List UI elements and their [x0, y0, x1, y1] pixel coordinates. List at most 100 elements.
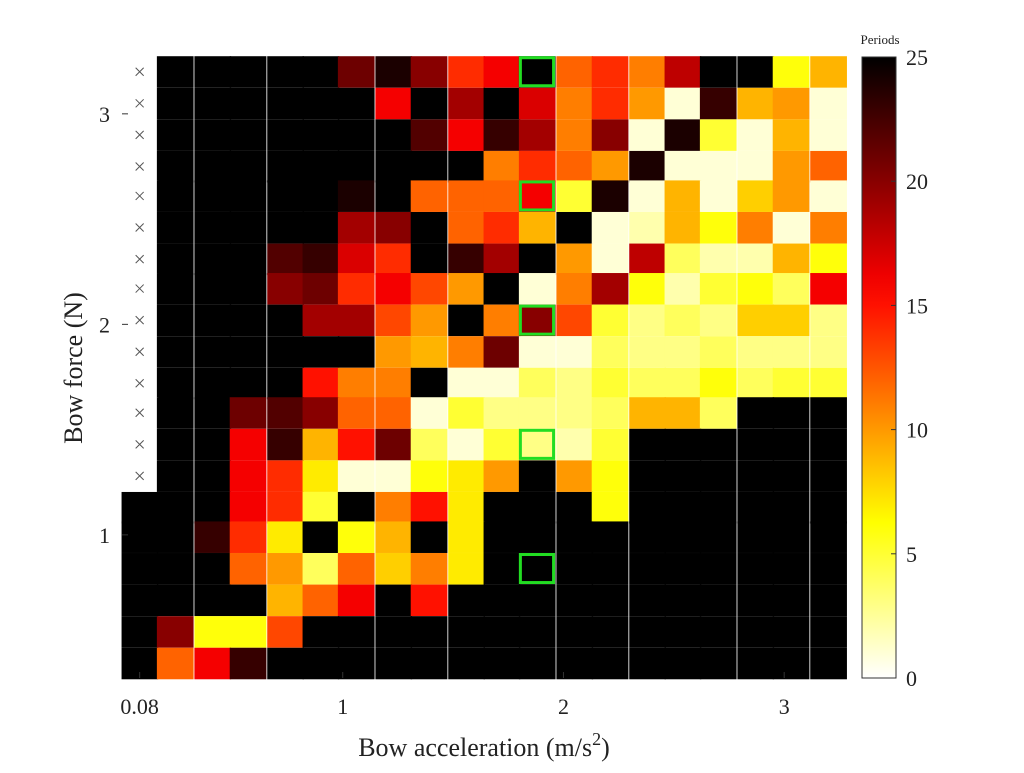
- cell: [194, 180, 232, 212]
- colorbar-tick-label: 15: [906, 293, 928, 318]
- y-tick-label: 2: [99, 312, 110, 337]
- cell: [810, 87, 847, 120]
- cell: [121, 584, 159, 617]
- cell: [591, 180, 629, 212]
- cell: [121, 553, 159, 585]
- cell: [156, 211, 194, 244]
- cell: [302, 647, 340, 680]
- empty-marker: [135, 315, 145, 325]
- x-label-sup: 2: [592, 729, 601, 749]
- cell: [156, 616, 194, 648]
- cell: [664, 428, 702, 461]
- cell: [483, 397, 521, 429]
- cell: [302, 491, 340, 524]
- cell: [375, 584, 413, 617]
- cell: [699, 521, 737, 553]
- cell: [518, 87, 556, 120]
- cell: [591, 397, 629, 429]
- cell: [375, 304, 413, 337]
- cell: [267, 211, 304, 244]
- x-tick-label: 1: [337, 694, 348, 719]
- cell: [664, 460, 702, 492]
- cell: [302, 211, 340, 244]
- cell: [375, 367, 413, 400]
- cell: [772, 211, 810, 244]
- cell: [664, 367, 702, 400]
- cell: [448, 211, 485, 244]
- cell: [375, 119, 413, 151]
- cell: [699, 367, 737, 400]
- cell: [410, 428, 448, 461]
- cell: [156, 397, 194, 429]
- cell: [591, 553, 629, 585]
- cell: [121, 521, 159, 553]
- cell: [772, 367, 810, 400]
- cell: [556, 647, 594, 680]
- cell: [699, 616, 737, 648]
- cell: [156, 460, 194, 492]
- cell: [737, 521, 775, 553]
- cell: [267, 647, 304, 680]
- cell: [229, 273, 267, 305]
- cell: [229, 336, 267, 368]
- empty-marker: [135, 439, 145, 449]
- cell: [302, 521, 340, 553]
- cell: [375, 491, 413, 524]
- cell: [629, 647, 666, 680]
- cell: [302, 150, 340, 183]
- cell: [229, 304, 267, 337]
- cell: [229, 647, 267, 680]
- cell: [772, 336, 810, 368]
- cell: [483, 150, 521, 183]
- cell: [448, 521, 485, 553]
- empty-marker: [135, 67, 145, 77]
- cell: [156, 521, 194, 553]
- cell: [664, 119, 702, 151]
- cell: [302, 584, 340, 617]
- cell: [772, 491, 810, 524]
- colorbar-tick-label: 25: [906, 45, 928, 70]
- cell: [699, 150, 737, 183]
- cell: [302, 56, 340, 88]
- cell: [810, 553, 847, 585]
- cell: [483, 616, 521, 648]
- cell: [194, 56, 232, 88]
- cell: [810, 336, 847, 368]
- cell: [556, 119, 594, 151]
- cell: [410, 87, 448, 120]
- cell: [699, 243, 737, 276]
- cell: [302, 87, 340, 120]
- cell: [591, 616, 629, 648]
- cell: [156, 336, 194, 368]
- x-label-end: ): [601, 733, 610, 762]
- cell: [664, 336, 702, 368]
- cell: [591, 304, 629, 337]
- cell: [375, 87, 413, 120]
- cell: [737, 119, 775, 151]
- cell: [194, 491, 232, 524]
- cell: [737, 616, 775, 648]
- cell: [448, 119, 485, 151]
- cell: [410, 460, 448, 492]
- cell: [302, 367, 340, 400]
- cell: [229, 211, 267, 244]
- cell: [591, 243, 629, 276]
- cell: [664, 491, 702, 524]
- cell: [229, 460, 267, 492]
- cell: [337, 647, 375, 680]
- cell: [448, 150, 485, 183]
- cell: [410, 180, 448, 212]
- cell: [448, 180, 485, 212]
- cell: [699, 304, 737, 337]
- cell: [737, 211, 775, 244]
- cell: [410, 336, 448, 368]
- cell: [448, 460, 485, 492]
- cell: [375, 243, 413, 276]
- cell: [267, 243, 304, 276]
- cell: [556, 428, 594, 461]
- cell: [194, 273, 232, 305]
- cell: [483, 119, 521, 151]
- cell: [737, 56, 775, 88]
- cell: [267, 616, 304, 648]
- colorbar-tick-label: 20: [906, 169, 928, 194]
